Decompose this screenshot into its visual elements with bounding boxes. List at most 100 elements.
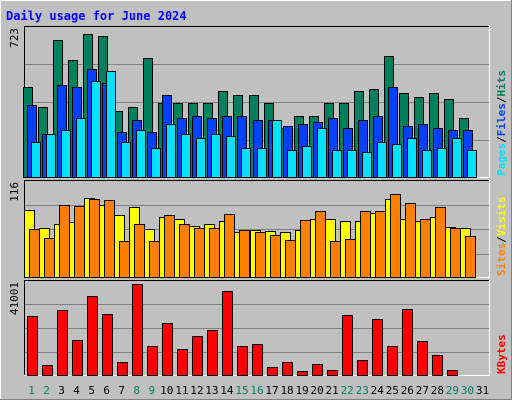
bar-sites-day-10 [165, 216, 175, 278]
x-tick-label-day-3: 3 [58, 384, 65, 397]
bar-sites-day-12 [195, 229, 205, 278]
x-tick-label-day-18: 18 [280, 384, 293, 397]
bar-kbytes-day-23 [358, 361, 368, 376]
bar-sites-day-14 [225, 215, 235, 278]
bar-pages-day-13 [212, 135, 221, 178]
x-tick-label-day-20: 20 [311, 384, 324, 397]
x-tick-label-day-12: 12 [190, 384, 203, 397]
bar-pages-day-19 [303, 147, 312, 178]
legend-entry-visits: Visits [495, 197, 508, 237]
x-tick-label-day-5: 5 [88, 384, 95, 397]
bar-pages-day-29 [453, 139, 462, 178]
bar-pages-day-25 [393, 145, 402, 178]
bar-pages-day-24 [378, 143, 387, 178]
bar-kbytes-day-2 [43, 366, 53, 376]
x-tick-label-day-22: 22 [341, 384, 354, 397]
bar-pages-day-5 [92, 82, 101, 178]
bar-kbytes-day-13 [208, 331, 218, 376]
bar-kbytes-day-6 [103, 315, 113, 376]
bar-sites-day-27 [421, 220, 431, 278]
bar-sites-day-21 [331, 242, 341, 278]
legend-top: Pages/Files/Hits [495, 70, 508, 176]
legend-entry-pages: Pages [495, 143, 508, 176]
bar-kbytes-day-19 [298, 372, 308, 376]
bar-pages-day-1 [32, 143, 41, 178]
bar-kbytes-day-26 [403, 310, 413, 376]
bar-kbytes-day-27 [418, 342, 428, 376]
bar-pages-day-18 [288, 151, 297, 178]
bar-pages-day-23 [363, 153, 372, 178]
bar-sites-day-8 [135, 225, 145, 278]
chart-title: Daily usage for June 2024 [6, 9, 187, 23]
bar-kbytes-day-11 [178, 350, 188, 376]
bar-sites-day-29 [451, 229, 461, 278]
x-tick-label-day-14: 14 [220, 384, 234, 397]
legend-entry-kbytes: KBytes [495, 334, 508, 374]
bar-kbytes-day-17 [268, 368, 278, 376]
bar-kbytes-day-7 [118, 363, 128, 376]
bar-kbytes-day-15 [238, 347, 248, 376]
bar-pages-day-17 [273, 121, 282, 178]
scale-label-middle: 116 [8, 182, 21, 202]
x-tick-label-day-9: 9 [148, 384, 155, 397]
x-tick-label-day-8: 8 [133, 384, 140, 397]
scale-label-bottom: 41001 [8, 282, 21, 315]
x-tick-label-day-15: 15 [235, 384, 248, 397]
legend-middle: Sites/Visits [495, 197, 508, 277]
x-tick-label-day-17: 17 [265, 384, 278, 397]
bar-sites-day-28 [436, 208, 446, 278]
x-tick-label-day-24: 24 [371, 384, 385, 397]
bar-kbytes-day-18 [283, 363, 293, 376]
bar-sites-day-25 [391, 195, 401, 278]
bar-pages-day-12 [197, 139, 206, 178]
legend-bottom: KBytes [495, 334, 508, 374]
bar-sites-day-13 [210, 229, 220, 278]
bar-kbytes-day-22 [343, 316, 353, 376]
bar-kbytes-day-9 [148, 347, 158, 376]
bar-sites-day-4 [75, 207, 85, 278]
x-tick-label-day-23: 23 [356, 384, 369, 397]
x-tick-label-day-19: 19 [295, 384, 308, 397]
bar-pages-day-4 [77, 119, 86, 178]
bar-kbytes-day-5 [88, 297, 98, 376]
scale-label-top: 723 [8, 28, 21, 48]
x-tick-label-day-7: 7 [118, 384, 125, 397]
x-tick-label-day-27: 27 [416, 384, 429, 397]
bar-pages-day-10 [167, 125, 176, 178]
bar-sites-day-9 [150, 242, 160, 278]
bar-kbytes-day-20 [313, 365, 323, 376]
x-tick-label-day-11: 11 [175, 384, 188, 397]
legend-entry-files: Files [495, 103, 508, 136]
bar-sites-day-15 [240, 231, 250, 278]
bar-sites-day-7 [120, 242, 130, 278]
x-tick-label-day-16: 16 [250, 384, 263, 397]
bar-kbytes-day-16 [253, 345, 263, 376]
bar-pages-day-8 [137, 131, 146, 178]
bar-sites-day-6 [105, 201, 115, 278]
bar-sites-day-17 [271, 236, 281, 278]
x-tick-label-day-10: 10 [160, 384, 173, 397]
x-tick-label-day-2: 2 [43, 384, 50, 397]
bar-kbytes-day-8 [133, 285, 143, 376]
bar-sites-day-22 [346, 240, 356, 278]
bar-kbytes-day-4 [73, 341, 83, 376]
bar-sites-day-18 [286, 241, 296, 278]
bar-sites-day-5 [90, 200, 100, 278]
bar-sites-day-3 [60, 206, 70, 278]
bar-sites-day-30 [466, 237, 476, 278]
x-tick-label-day-31: 31 [476, 384, 489, 397]
x-tick-label-day-13: 13 [205, 384, 218, 397]
bar-sites-day-20 [316, 212, 326, 278]
bar-kbytes-day-10 [163, 324, 173, 376]
bar-kbytes-day-28 [433, 356, 443, 376]
bar-kbytes-day-29 [448, 371, 458, 376]
bar-pages-day-20 [318, 129, 327, 178]
bar-pages-day-27 [423, 151, 432, 178]
bar-sites-day-11 [180, 225, 190, 278]
bar-sites-day-16 [256, 233, 266, 278]
bar-sites-day-26 [406, 204, 416, 278]
x-tick-label-day-28: 28 [431, 384, 444, 397]
bar-pages-day-30 [468, 151, 477, 178]
bar-sites-day-19 [301, 221, 311, 278]
